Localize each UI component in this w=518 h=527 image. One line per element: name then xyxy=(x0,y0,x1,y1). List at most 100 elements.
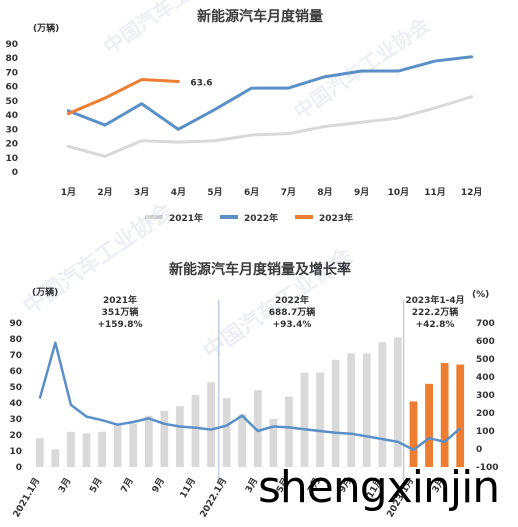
x-tick-label: 2月 xyxy=(97,187,112,198)
bar xyxy=(285,396,293,467)
chart-2-right-unit-label: (%) xyxy=(472,290,489,300)
y-tick-label: 0 xyxy=(12,168,18,178)
left-y-tick-label: 50 xyxy=(9,383,22,393)
right-y-tick-label: 500 xyxy=(476,355,495,365)
y-tick-label: 40 xyxy=(5,111,18,121)
bar xyxy=(378,342,387,467)
right-y-tick-label: -100 xyxy=(476,463,499,473)
left-y-tick-label: 40 xyxy=(9,399,22,409)
period-annotation: 222.2万辆 xyxy=(412,306,458,318)
left-y-tick-label: 60 xyxy=(9,367,22,377)
x-tick-label: 2022.1月 xyxy=(198,476,229,519)
x-tick-label: 5月 xyxy=(207,187,222,198)
overlay-text: shengxinjin xyxy=(258,462,500,513)
right-y-tick-label: 700 xyxy=(476,319,495,329)
right-y-tick-label: 400 xyxy=(476,373,495,383)
left-y-tick-label: 0 xyxy=(16,463,22,473)
x-tick-label: 12月 xyxy=(461,187,483,198)
chart-2-title: 新能源汽车月度销量及增长率 xyxy=(169,261,351,278)
y-tick-label: 80 xyxy=(5,54,18,64)
x-tick-label: 4月 xyxy=(171,187,186,198)
right-y-tick-label: 200 xyxy=(476,409,495,419)
growth-rate-line xyxy=(38,341,462,452)
legend-label: 2021年 xyxy=(169,212,203,224)
y-tick-label: 30 xyxy=(5,125,18,135)
x-tick-label: 2021.1月 xyxy=(11,476,42,519)
legend-label: 2023年 xyxy=(319,212,353,224)
bar xyxy=(347,353,356,467)
period-annotation: 2021年 xyxy=(103,294,137,306)
bar xyxy=(238,414,247,467)
legend-label: 2022年 xyxy=(244,212,278,224)
right-y-tick-label: 300 xyxy=(476,391,495,401)
bar xyxy=(440,363,449,467)
bar xyxy=(269,419,278,467)
bar xyxy=(394,337,402,467)
x-tick-label: 11月 xyxy=(178,476,198,500)
x-tick-label: 9月 xyxy=(354,187,369,198)
bar xyxy=(331,359,340,467)
left-y-tick-label: 80 xyxy=(9,335,22,345)
bar xyxy=(456,364,465,467)
x-tick-label: 6月 xyxy=(244,187,259,198)
period-annotation: +93.4% xyxy=(273,320,312,330)
bar xyxy=(98,431,106,467)
x-tick-label: 7月 xyxy=(281,187,296,198)
period-annotation: +159.8% xyxy=(97,320,142,330)
x-tick-label: 8月 xyxy=(317,187,332,198)
bar xyxy=(35,438,44,467)
left-y-tick-label: 90 xyxy=(9,319,22,329)
watermark-text: 中国汽车工业协会 xyxy=(19,198,178,320)
left-y-tick-label: 20 xyxy=(9,431,22,441)
left-y-tick-label: 10 xyxy=(9,447,22,457)
series-line-2021年 xyxy=(66,95,474,158)
bar xyxy=(82,433,91,467)
series-line-2023年 xyxy=(66,78,180,116)
chart-1-legend: 2021年 2022年 2023年 xyxy=(145,212,353,224)
bar xyxy=(160,411,169,467)
right-y-tick-label: 600 xyxy=(476,337,495,347)
period-annotation: +42.8% xyxy=(416,320,455,330)
bar xyxy=(129,423,138,467)
y-tick-label: 90 xyxy=(5,40,18,50)
y-tick-label: 20 xyxy=(5,140,18,150)
x-tick-label: 1月 xyxy=(61,187,76,198)
chart-1-unit-label: (万辆) xyxy=(33,22,59,34)
bar xyxy=(425,383,433,467)
period-annotation: 688.7万辆 xyxy=(269,306,315,318)
bar xyxy=(207,382,215,467)
left-y-tick-label: 30 xyxy=(9,415,22,425)
y-tick-label: 50 xyxy=(5,97,18,107)
chart-1: 新能源汽车月度销量 (万辆) 中国汽车工业协会 中国汽车工业协会 0102030… xyxy=(5,0,482,224)
chart-1-title: 新能源汽车月度销量 xyxy=(197,8,323,25)
y-tick-label: 60 xyxy=(5,83,18,93)
period-annotation: 2022年 xyxy=(275,294,309,306)
bar xyxy=(67,431,75,467)
bar xyxy=(362,353,371,467)
x-tick-label: 3月 xyxy=(134,187,149,198)
left-y-tick-label: 70 xyxy=(9,351,22,361)
chart-1-annotation: 63.6 xyxy=(190,79,212,89)
bar xyxy=(222,398,231,467)
bar xyxy=(409,401,418,467)
x-tick-label: 3月 xyxy=(56,476,73,495)
period-annotation: 351万辆 xyxy=(102,306,139,318)
y-tick-label: 10 xyxy=(5,154,18,164)
x-tick-label: 7月 xyxy=(119,476,136,495)
bar xyxy=(300,372,309,467)
bar xyxy=(316,372,324,467)
period-annotation: 2023年1-4月 xyxy=(405,294,464,306)
x-tick-label: 11月 xyxy=(424,187,446,198)
x-tick-label: 9月 xyxy=(150,476,167,495)
y-tick-label: 70 xyxy=(5,68,18,78)
x-tick-label: 10月 xyxy=(388,187,410,198)
x-tick-label: 5月 xyxy=(88,476,105,495)
chart-2-left-unit-label: (万辆) xyxy=(32,286,58,298)
bar xyxy=(113,425,122,467)
bar xyxy=(176,406,184,467)
right-y-tick-label: 0 xyxy=(476,445,482,455)
bar xyxy=(144,415,153,467)
bar xyxy=(191,395,200,467)
series-line-2022年 xyxy=(66,55,474,131)
